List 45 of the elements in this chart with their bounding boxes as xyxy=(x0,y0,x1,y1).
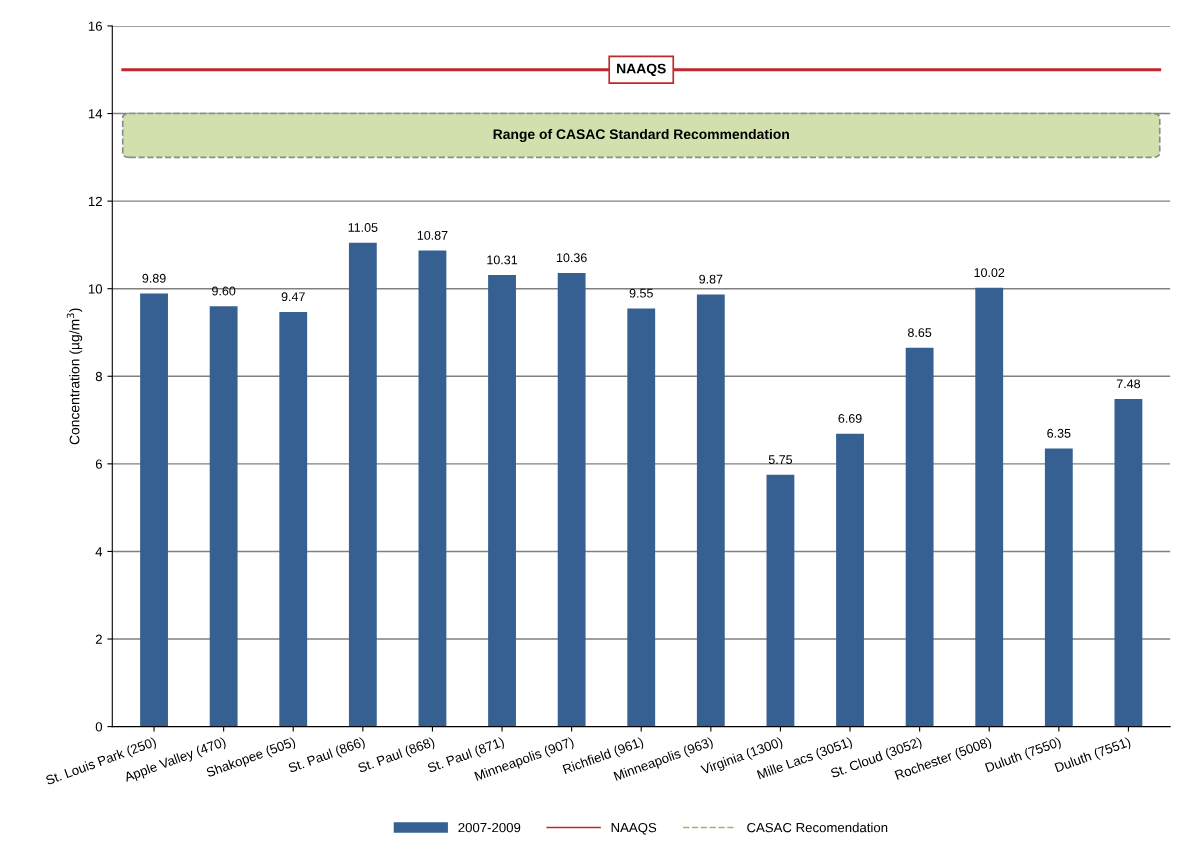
text: 9.87 xyxy=(699,274,723,284)
band-label: Range of CASAC Standard Recommendation xyxy=(493,128,789,142)
bar xyxy=(279,311,308,727)
y-tick-label: 14 xyxy=(88,109,103,119)
y-tick-label: 10 xyxy=(88,284,103,294)
y-tick-label: 2 xyxy=(95,634,102,644)
text: 7.48 xyxy=(1116,379,1141,389)
y-tick-label: 8 xyxy=(95,371,102,382)
bar xyxy=(905,347,934,727)
y-tick-label: 0 xyxy=(95,722,103,732)
bar xyxy=(836,433,864,727)
text: NAAQS xyxy=(611,822,657,835)
text: 5.75 xyxy=(768,455,793,464)
bar xyxy=(627,308,656,727)
y-tick-label: 6 xyxy=(95,459,102,469)
text: 9.89 xyxy=(142,273,166,283)
y-tick-label: 12 xyxy=(88,196,102,206)
text: 11.05 xyxy=(348,223,378,232)
text: 10.02 xyxy=(974,268,1005,278)
text: 9.60 xyxy=(212,286,236,296)
bar xyxy=(557,272,586,727)
y-tick-label: 4 xyxy=(95,547,103,557)
bar xyxy=(209,306,238,727)
text: 6.69 xyxy=(838,413,862,423)
y-axis-title: Concentration (µg/m$^{3}$) xyxy=(66,308,83,445)
bar xyxy=(1114,399,1143,727)
bar xyxy=(488,275,516,727)
text: 10.87 xyxy=(417,230,448,240)
text: 6.35 xyxy=(1047,428,1071,438)
text: 10.36 xyxy=(556,253,587,263)
text: 10.31 xyxy=(487,255,518,265)
bar xyxy=(766,474,795,727)
legend-label: 2007-2009 xyxy=(458,822,521,833)
ref-line-label: NAAQS xyxy=(617,63,666,77)
bar xyxy=(975,287,1004,727)
bar xyxy=(418,250,447,727)
bar xyxy=(1044,448,1073,727)
y-tick-label: 16 xyxy=(88,21,102,31)
bar xyxy=(696,294,725,727)
bar xyxy=(140,293,168,727)
bar xyxy=(348,242,377,727)
text: 9.47 xyxy=(281,292,305,302)
text: 9.55 xyxy=(629,288,653,298)
text: 8.65 xyxy=(908,328,932,338)
legend-label: CASAC Recomendation xyxy=(747,822,888,833)
